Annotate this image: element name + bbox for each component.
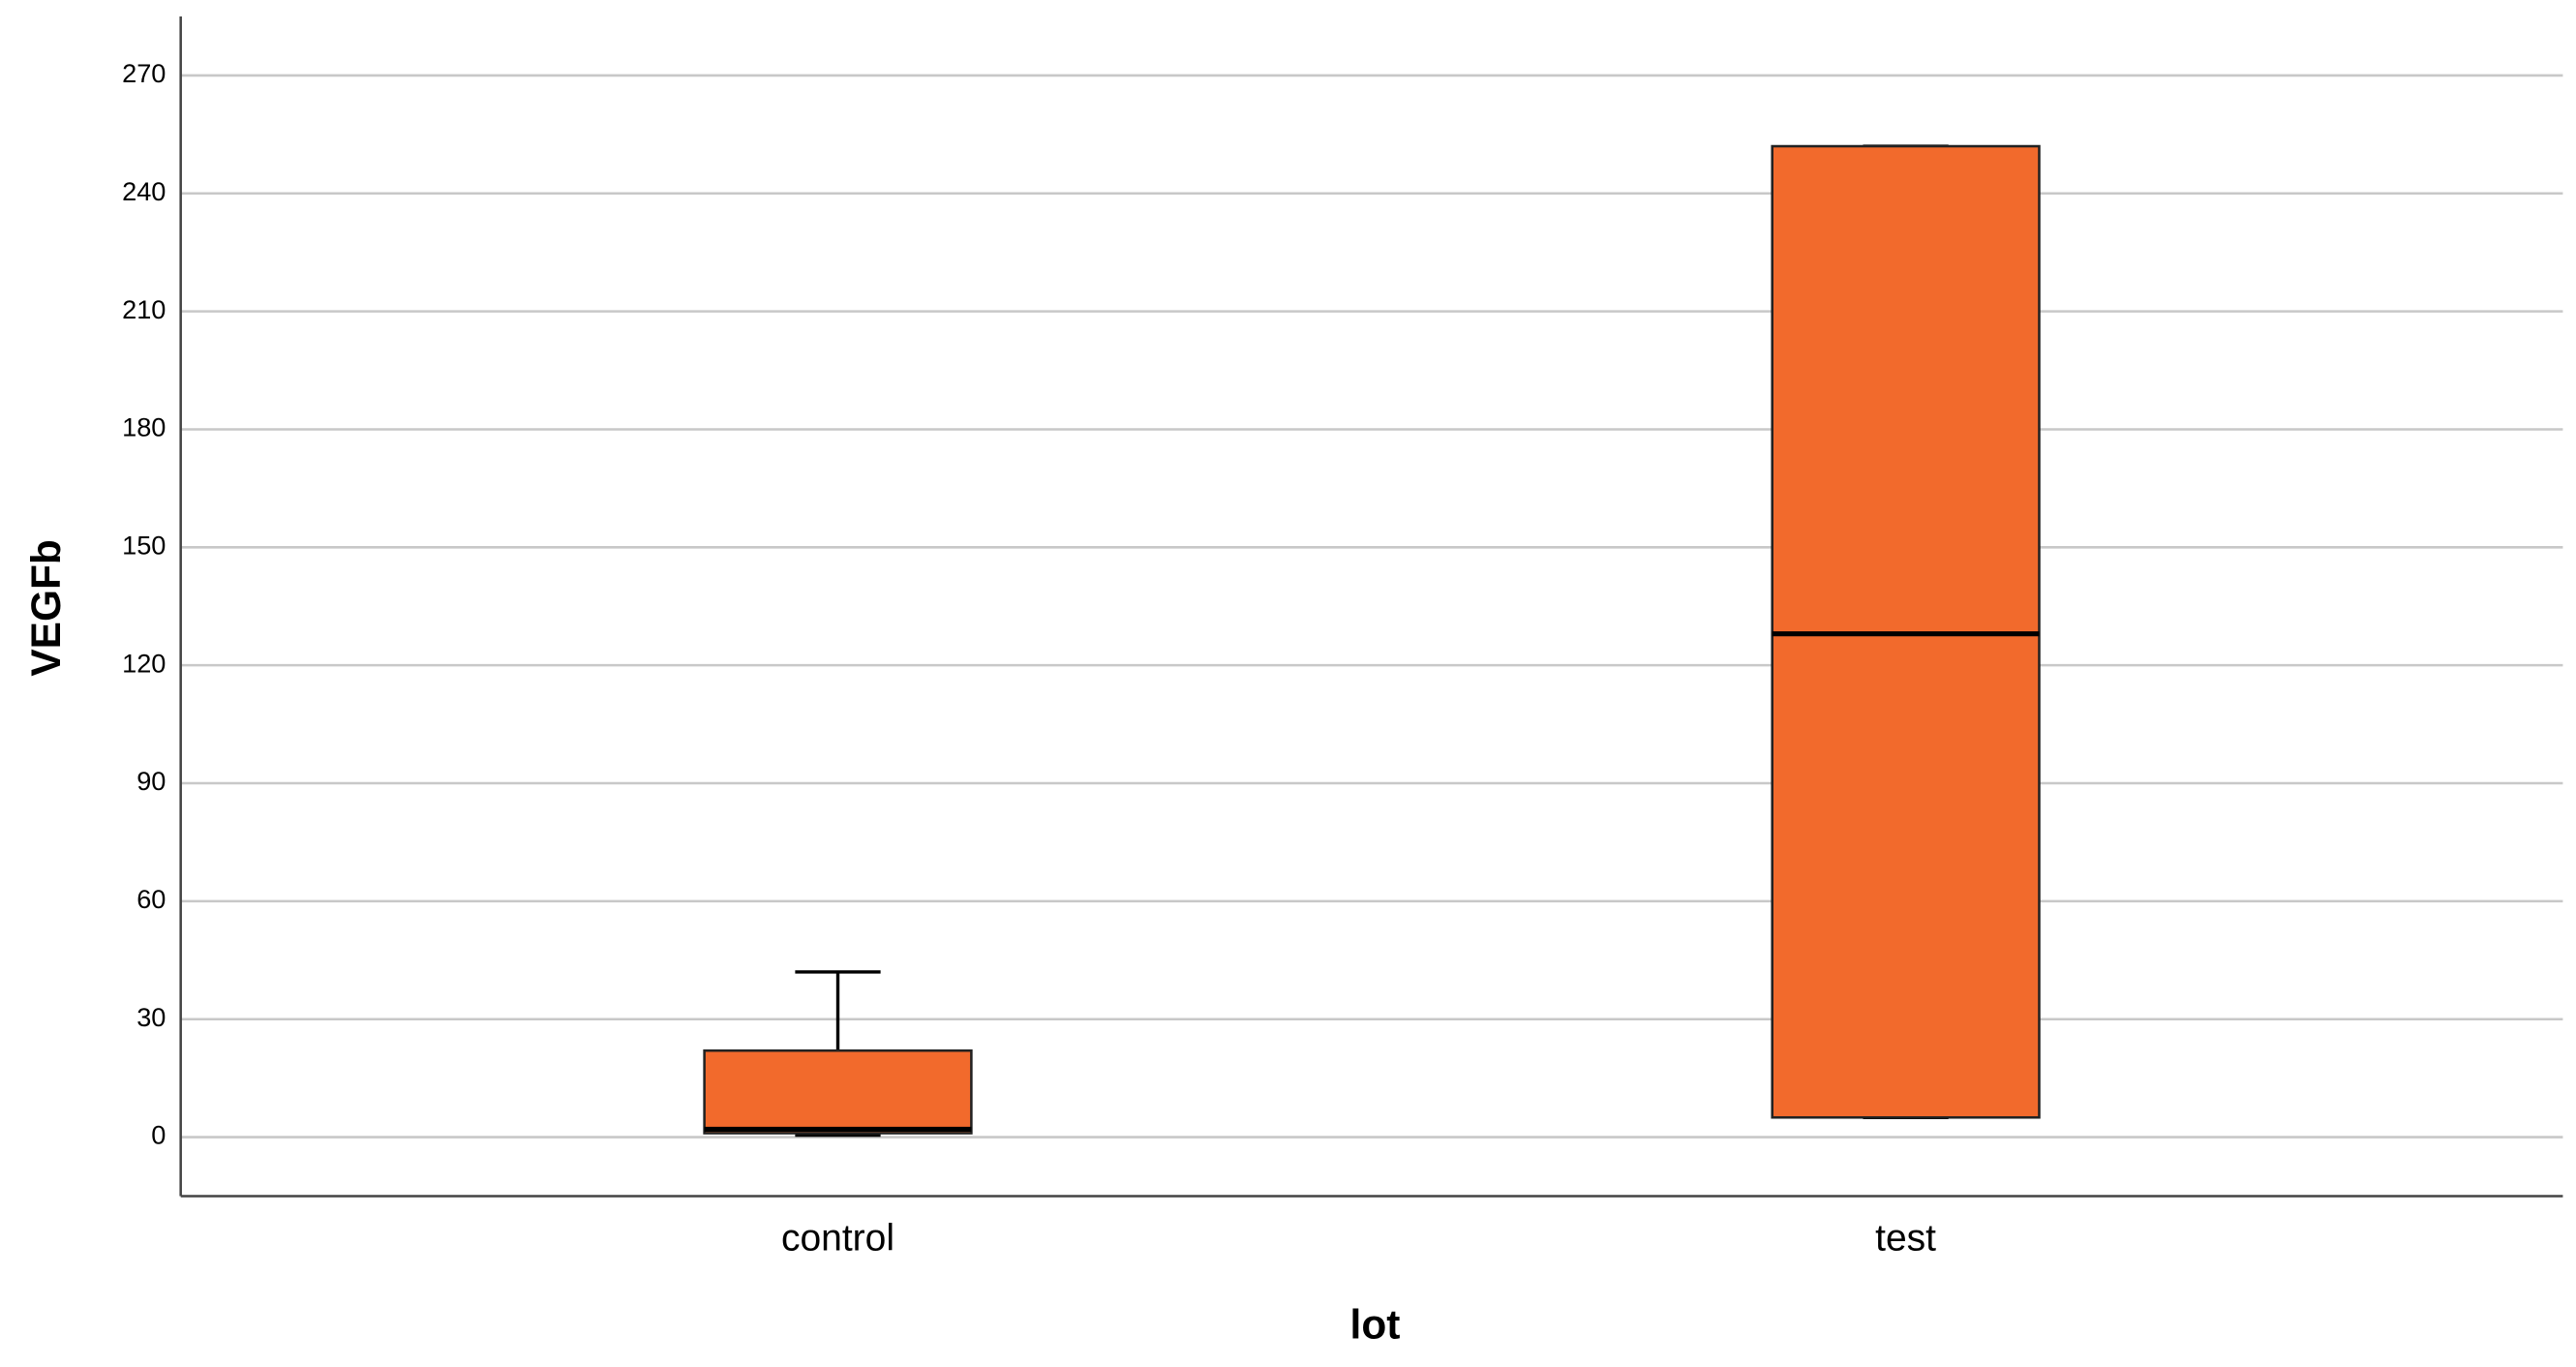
x-axis-title: lot xyxy=(1350,1301,1401,1347)
y-axis-title: VEGFb xyxy=(23,539,69,676)
y-tick-label: 120 xyxy=(122,648,166,678)
y-tick-label: 0 xyxy=(151,1120,166,1150)
box xyxy=(703,1048,973,1135)
y-tick-label: 150 xyxy=(122,530,166,560)
x-tick-label: control xyxy=(781,1218,894,1260)
y-tick-label: 90 xyxy=(136,766,166,796)
y-tick-label: 180 xyxy=(122,412,166,442)
y-tick-label: 30 xyxy=(136,1002,166,1032)
y-tick-label: 60 xyxy=(136,884,166,914)
y-tick-label: 210 xyxy=(122,294,166,324)
x-tick-label: test xyxy=(1875,1218,1936,1260)
y-tick-label: 270 xyxy=(122,58,166,88)
y-tick-label: 240 xyxy=(122,176,166,206)
